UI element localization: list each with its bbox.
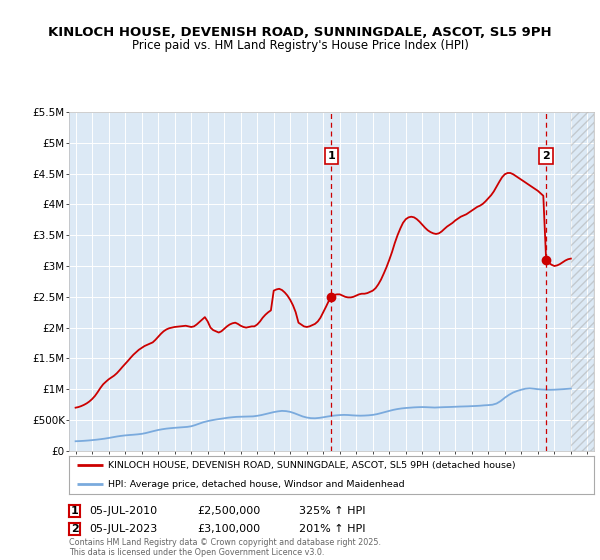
Text: £3,100,000: £3,100,000 [197, 524, 260, 534]
Text: Contains HM Land Registry data © Crown copyright and database right 2025.
This d: Contains HM Land Registry data © Crown c… [69, 538, 381, 557]
Text: 05-JUL-2010: 05-JUL-2010 [89, 506, 157, 516]
Text: 2: 2 [542, 151, 550, 161]
Text: 1: 1 [328, 151, 335, 161]
Text: 325% ↑ HPI: 325% ↑ HPI [299, 506, 366, 516]
Text: 2: 2 [71, 524, 79, 534]
Text: £2,500,000: £2,500,000 [197, 506, 260, 516]
Text: 05-JUL-2023: 05-JUL-2023 [89, 524, 157, 534]
Text: Price paid vs. HM Land Registry's House Price Index (HPI): Price paid vs. HM Land Registry's House … [131, 39, 469, 53]
Text: 201% ↑ HPI: 201% ↑ HPI [299, 524, 366, 534]
Text: KINLOCH HOUSE, DEVENISH ROAD, SUNNINGDALE, ASCOT, SL5 9PH: KINLOCH HOUSE, DEVENISH ROAD, SUNNINGDAL… [48, 26, 552, 39]
Text: KINLOCH HOUSE, DEVENISH ROAD, SUNNINGDALE, ASCOT, SL5 9PH (detached house): KINLOCH HOUSE, DEVENISH ROAD, SUNNINGDAL… [109, 461, 516, 470]
Text: HPI: Average price, detached house, Windsor and Maidenhead: HPI: Average price, detached house, Wind… [109, 480, 405, 489]
Text: 1: 1 [71, 506, 79, 516]
